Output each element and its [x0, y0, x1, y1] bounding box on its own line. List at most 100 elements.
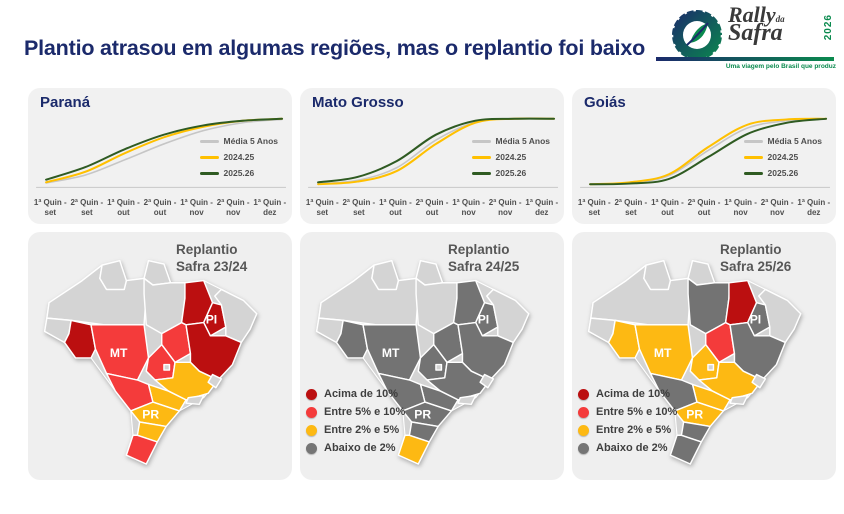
legend-line-swatch — [471, 139, 491, 143]
state-RO — [63, 319, 97, 359]
state-label-MT: MT — [382, 346, 400, 360]
logo-wordmark: Rallyda Safra — [728, 4, 814, 47]
state-label-PR: PR — [142, 408, 159, 422]
state-label-PR: PR — [686, 408, 703, 422]
rally-da-safra-logo: Rallyda Safra 2026 Uma viagem pelo Brasi… — [656, 4, 836, 72]
state-DF — [163, 363, 171, 371]
state-label-PR: PR — [414, 408, 431, 422]
chart-title: Mato Grosso — [312, 94, 404, 111]
series-line-2025.26 — [317, 117, 556, 184]
chart-legend-item: 2024.25 — [199, 152, 278, 162]
x-axis-tick-label: 1ª Quin - set — [305, 198, 339, 217]
legend-dot-entre2_5 — [306, 424, 317, 436]
legend-series-label: Média 5 Anos — [495, 136, 550, 146]
legend-label: Abaixo de 2% — [324, 442, 396, 454]
state-PR — [402, 401, 453, 428]
legend-line-swatch — [743, 155, 763, 159]
x-axis-tick-label: 1ª Quin - nov — [452, 198, 485, 217]
map-title-line2: Safra 23/24 — [176, 258, 248, 274]
map-legend-item: Entre 5% e 10% — [306, 406, 405, 418]
state-RJ — [185, 394, 205, 406]
map-legend-item: Acima de 10% — [578, 388, 677, 400]
legend-dot-entre5_10 — [306, 406, 317, 418]
state-RO — [335, 319, 369, 359]
brazil-choropleth-map-25-26: PI MT PR — [587, 259, 802, 465]
x-axis-tick-label: 1ª Quin - set — [33, 198, 67, 217]
map-legend-item: Abaixo de 2% — [578, 442, 677, 454]
state-ES — [479, 373, 495, 389]
state-RS — [669, 434, 703, 465]
state-label-MT: MT — [654, 346, 672, 360]
legend-label: Entre 2% e 5% — [324, 424, 400, 436]
map-panel-safra-25-26: Replantio Safra 25/26 PI MT PR Acima de 10… — [572, 232, 836, 480]
state-RO — [607, 319, 641, 359]
legend-line-swatch — [199, 171, 219, 175]
legend-dot-acima10 — [578, 388, 589, 400]
state-ES — [207, 373, 223, 389]
map-legend: Acima de 10% Entre 5% e 10% Entre 2% e 5% A… — [306, 388, 405, 454]
legend-dot-entre2_5 — [578, 424, 589, 436]
chart-title: Goiás — [584, 94, 626, 111]
map-legend-item: Abaixo de 2% — [306, 442, 405, 454]
state-label-PI: PI — [206, 313, 217, 327]
map-title: Replantio Safra 25/26 — [720, 242, 824, 276]
state-RJ — [729, 394, 749, 406]
chart-title: Paraná — [40, 94, 91, 111]
state-label-MT: MT — [110, 346, 128, 360]
x-axis-tick-label: 2ª Quin - out — [687, 198, 721, 217]
x-axis-tick-label: 1ª Quin - out — [107, 198, 140, 217]
map-panel-safra-23-24: Replantio Safra 23/24 PI MT PR — [28, 232, 292, 480]
state-PR — [130, 401, 181, 428]
state-RJ — [457, 394, 477, 406]
map-legend-item: Entre 2% e 5% — [306, 424, 405, 436]
legend-label: Entre 5% e 10% — [324, 406, 406, 418]
x-axis-labels: 1ª Quin - set 2ª Quin - set 1ª Quin - out 2… — [32, 198, 288, 218]
brazil-choropleth-map-24-25: PI MT PR — [315, 259, 530, 465]
legend-series-label: Média 5 Anos — [767, 136, 822, 146]
x-axis-tick-label: 2ª Quin - out — [415, 198, 449, 217]
legend-line-swatch — [743, 139, 763, 143]
legend-line-swatch — [471, 171, 491, 175]
state-DF — [435, 363, 443, 371]
logo-word-rally: Rally — [728, 2, 776, 27]
chart-legend-item: 2024.25 — [471, 152, 550, 162]
legend-label: Entre 5% e 10% — [596, 406, 678, 418]
map-title: Replantio Safra 23/24 — [176, 242, 280, 276]
map-legend-item: Entre 2% e 5% — [578, 424, 677, 436]
state-AM — [46, 264, 147, 326]
legend-line-swatch — [199, 139, 219, 143]
legend-series-label: 2024.25 — [223, 152, 255, 162]
chart-legend-item: 2025.26 — [199, 168, 278, 178]
chart-legend: Média 5 Anos 2024.25 2025.26 — [471, 136, 550, 178]
state-RR — [99, 259, 128, 291]
chart-legend-item: 2024.25 — [743, 152, 822, 162]
x-axis-tick-label: 1ª Quin - set — [577, 198, 611, 217]
legend-dot-acima10 — [306, 388, 317, 400]
x-axis-tick-label: 2ª Quin - nov — [216, 198, 250, 217]
line-chart-mato-grosso — [308, 117, 558, 189]
series-line-2025.26 — [589, 117, 828, 186]
x-axis-labels: 1ª Quin - set 2ª Quin - set 1ª Quin - out 2… — [304, 198, 560, 218]
map-title-line2: Safra 25/26 — [720, 258, 792, 274]
chart-panel-goias: Goiás Média 5 Anos 2024.25 2025.26 1ª Quin… — [572, 88, 836, 224]
state-PR — [674, 401, 725, 428]
line-chart-parana — [36, 117, 286, 189]
brazil-choropleth-map-23-24: PI MT PR — [43, 259, 258, 465]
legend-line-swatch — [743, 171, 763, 175]
x-axis-tick-label: 2ª Quin - set — [342, 198, 376, 217]
legend-series-label: 2024.25 — [767, 152, 799, 162]
map-title-line1: Replantio — [176, 242, 238, 257]
x-axis-tick-label: 2ª Quin - set — [70, 198, 104, 217]
logo-word-safra: Safra — [728, 20, 783, 47]
map-title-line2: Safra 24/25 — [448, 258, 520, 274]
map-panel-safra-24-25: Replantio Safra 24/25 PI MT PR Acima de 10… — [300, 232, 564, 480]
legend-dot-abaixo2 — [578, 442, 589, 454]
x-axis-tick-label: 1ª Quin - nov — [180, 198, 213, 217]
state-label-PI: PI — [750, 313, 761, 327]
line-chart-goias — [580, 117, 830, 189]
x-axis-tick-label: 1ª Quin - nov — [724, 198, 757, 217]
chart-legend-item: 2025.26 — [743, 168, 822, 178]
legend-label: Acima de 10% — [596, 388, 670, 400]
logo-word-da: da — [775, 14, 785, 24]
map-title: Replantio Safra 24/25 — [448, 242, 552, 276]
